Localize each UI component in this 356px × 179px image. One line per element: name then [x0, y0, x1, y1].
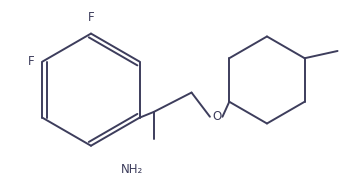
Text: F: F: [88, 11, 94, 24]
Text: O: O: [212, 110, 221, 123]
Text: NH₂: NH₂: [120, 163, 143, 176]
Text: F: F: [28, 55, 35, 68]
